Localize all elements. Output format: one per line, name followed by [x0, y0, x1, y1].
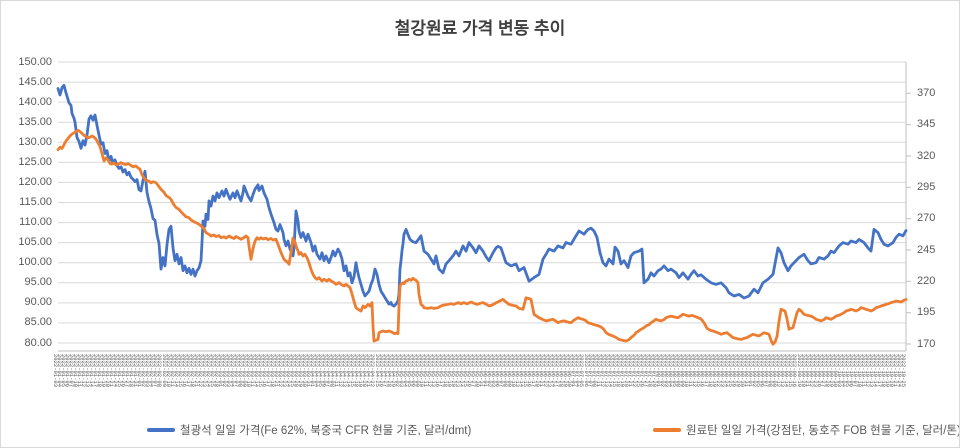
y-right-tick-label: 195: [917, 306, 936, 319]
y-left-tick-label: 90.00: [24, 296, 52, 309]
series-line: [56, 128, 908, 346]
y-left-tick-label: 80.00: [24, 336, 52, 349]
y-left-tick-label: 145.00: [18, 75, 52, 88]
legend-item-iron-ore: 철광석 일일 가격(Fe 62%, 북중국 CFR 현물 기준, 달러/dmt): [147, 422, 471, 438]
chart-title: 철강원료 가격 변동 추이: [394, 19, 566, 38]
y-right-tick-label: 370: [917, 86, 936, 99]
y-right-tick-label: 220: [917, 274, 936, 287]
y-right-tick-label: 245: [917, 243, 936, 256]
y-left-tick-label: 135.00: [18, 115, 52, 128]
y-left-tick-label: 85.00: [24, 316, 52, 329]
y-left-tick-label: 150.00: [18, 55, 52, 68]
series-line: [56, 83, 908, 308]
y-left-tick-label: 140.00: [18, 95, 52, 108]
legend-item-coking-coal: 원료탄 일일 가격(강점탄, 동호주 FOB 현물 기준, 달러/톤): [653, 422, 960, 438]
y-right-tick-label: 270: [917, 212, 936, 225]
y-left-tick-label: 105.00: [18, 236, 52, 249]
iron-ore-line-icon: [147, 428, 175, 432]
coking-coal-line-icon: [653, 428, 681, 432]
y-right-tick-label: 170: [917, 337, 936, 350]
legend-label-coking-coal: 원료탄 일일 가격(강점탄, 동호주 FOB 현물 기준, 달러/톤): [686, 425, 960, 437]
y-left-tick-label: 120.00: [18, 175, 52, 188]
y-left-tick-label: 130.00: [18, 135, 52, 148]
y-left-tick-label: 100.00: [18, 256, 52, 269]
y-left-tick-label: 125.00: [18, 155, 52, 168]
legend-label-iron-ore: 철광석 일일 가격(Fe 62%, 북중국 CFR 현물 기준, 달러/dmt): [180, 425, 472, 437]
y-left-tick-label: 115.00: [19, 196, 52, 208]
y-left-tick-label: 95.00: [24, 276, 52, 289]
y-right-tick-label: 345: [917, 118, 936, 131]
x-tick-label: 2022-10-25: [900, 354, 907, 388]
y-left-tick-label: 110.00: [19, 216, 52, 229]
y-right-tick-label: 320: [917, 149, 936, 162]
y-right-tick-label: 295: [917, 180, 936, 193]
